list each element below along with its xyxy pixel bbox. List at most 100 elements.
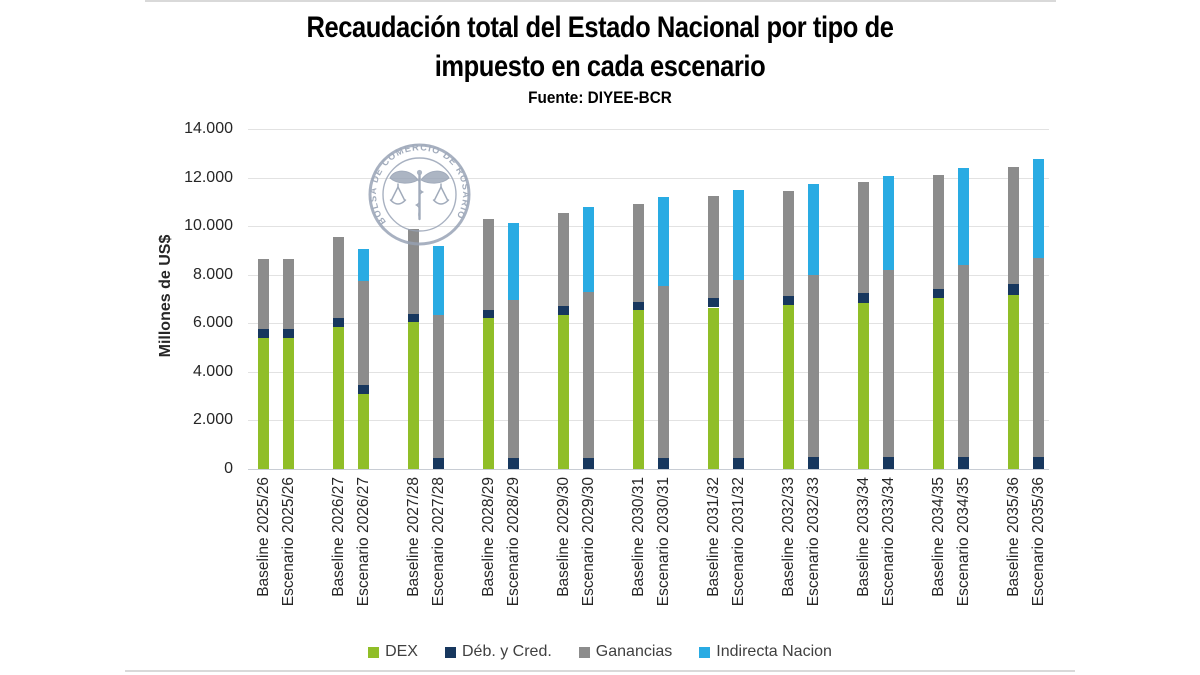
y-tick-label: 12.000 [184,168,233,186]
bar-segment [333,326,344,469]
legend-label: Ganancias [595,643,673,660]
bar-segment [483,218,494,310]
gridline [248,469,1049,470]
bar-segment [433,314,444,459]
bar-segment [733,189,744,280]
bar-segment [508,300,519,459]
x-category-label: Escenario 2028/29 [505,477,522,607]
x-category-label: Baseline 2035/36 [1005,477,1022,597]
x-category-label: Escenario 2032/33 [805,477,822,607]
bar-segment [508,222,519,301]
x-category-label: Escenario 2034/35 [955,477,972,607]
bar-segment [883,269,894,458]
bar-segment [558,306,569,315]
bar-segment [858,182,869,293]
gridline [248,177,1049,179]
bar-segment [358,280,369,386]
bar-segment [883,457,894,469]
caduceus-and-scales-icon [389,169,450,221]
chart-subtitle: Fuente: DIYEE-BCR [528,88,672,107]
bar-segment [1033,456,1044,469]
bar-segment [633,301,644,310]
bar-segment [633,204,644,302]
bar-segment [583,458,594,469]
bar-segment [933,289,944,298]
x-category-label: Escenario 2027/28 [430,477,447,607]
bar-segment [558,314,569,469]
bar-segment [408,228,419,314]
y-tick-label: 4.000 [192,362,233,380]
bar-segment [858,292,869,303]
legend-label: Indirecta Nacion [716,643,832,660]
bar-segment [333,237,344,319]
legend-swatch-icon [699,646,711,658]
bar-segment [358,385,369,394]
bar-segment [358,249,369,281]
bar-segment [883,176,894,270]
bar-segment [333,318,344,327]
bar-segment [258,337,269,469]
gridline [248,420,1049,422]
bar-segment [583,291,594,459]
legend-item: Ganancias [578,643,673,661]
bar-segment [733,279,744,458]
bar-segment [783,190,794,297]
bar-segment [658,197,669,286]
x-category-label: Escenario 2025/26 [280,477,297,607]
chart-title-line2: impuesto en cada escenario [434,50,766,83]
bar-segment [858,302,869,469]
top-border-line [145,0,1056,2]
x-category-label: Baseline 2025/26 [255,477,272,597]
legend-swatch-icon [368,646,380,658]
watermark-seal: BOLSA DE COMERCIO DE ROSARIO [368,142,471,246]
bar-segment [958,457,969,469]
bar-segment [933,297,944,469]
y-tick-label: 0 [224,460,233,477]
legend: DEX Déb. y Cred. Ganancias Indirecta Nacion [0,641,1200,663]
x-category-label: Baseline 2029/30 [555,477,572,597]
bar-segment [433,245,444,315]
bar-segment [258,258,269,330]
bar-segment [1033,159,1044,258]
x-category-label: Baseline 2031/32 [705,477,722,597]
bar-segment [708,195,719,299]
x-category-label: Baseline 2027/28 [405,477,422,597]
bar-segment [1008,166,1019,285]
bottom-border-line [125,670,1075,672]
bar-segment [483,318,494,469]
gridline [248,274,1049,276]
bar-segment [358,393,369,469]
y-tick-label: 10.000 [184,217,233,235]
legend-item: DEX [368,643,418,661]
bar-segment [808,274,819,458]
bar-segment [708,307,719,469]
bar-segment [958,167,969,265]
legend-swatch-icon [578,646,590,658]
bar-segment [283,258,294,330]
bar-segment [808,457,819,469]
bar-segment [1008,295,1019,469]
gridline [248,323,1049,325]
bar-segment [483,309,494,319]
y-tick-label: 14.000 [184,120,233,137]
bar-segment [558,212,569,307]
bar-segment [733,457,744,469]
seal-inner-ring [382,157,457,232]
bar-segment [958,265,969,458]
x-category-label: Escenario 2026/27 [355,477,372,607]
y-tick-label: 6.000 [192,314,233,332]
legend-item: Indirecta Nacion [699,643,832,661]
y-tick-label: 2.000 [192,411,233,429]
bar-segment [258,329,269,338]
bar-segment [633,309,644,469]
bar-segment [433,458,444,469]
chart-title-line1: Recaudación total del Estado Nacional po… [306,11,894,44]
x-category-label: Baseline 2030/31 [630,477,647,597]
gridline [248,129,1049,130]
bar-segment [283,337,294,469]
y-tick-label: 8.000 [192,265,233,283]
bar-segment [658,457,669,469]
x-category-label: Baseline 2034/35 [930,477,947,597]
legend-label: DEX [385,643,418,660]
